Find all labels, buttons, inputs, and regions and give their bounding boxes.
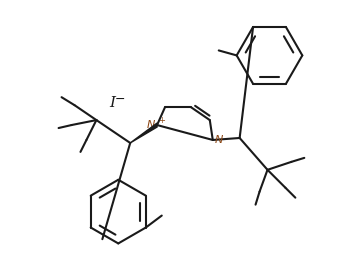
Polygon shape [130, 123, 157, 143]
Text: +: + [158, 116, 165, 125]
Text: −: − [115, 93, 126, 106]
Text: I: I [109, 96, 115, 110]
Text: N: N [147, 120, 155, 130]
Text: N: N [215, 135, 223, 145]
